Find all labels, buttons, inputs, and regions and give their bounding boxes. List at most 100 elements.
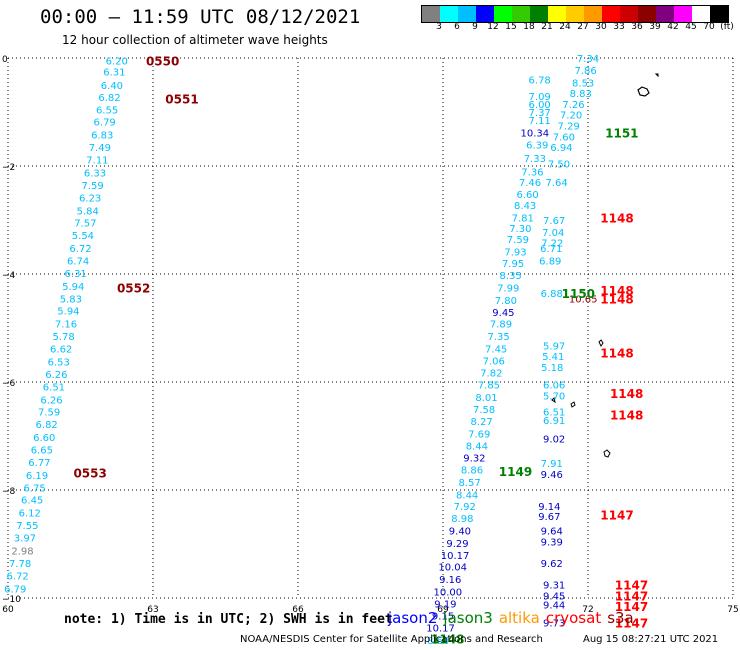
x-tick-label: 63 [147, 605, 158, 615]
color-scale-bar [421, 5, 729, 23]
wave-height-value: 7.99 [497, 284, 519, 295]
legend-entry-altika: altika [498, 609, 540, 627]
color-scale-label: 27 [577, 22, 589, 32]
color-swatch [440, 6, 458, 22]
x-tick-label: 72 [582, 605, 593, 615]
wave-height-value: 7.20 [560, 111, 582, 122]
pass-time-label: 1151 [605, 127, 638, 141]
pass-time-label: 1147 [615, 616, 648, 630]
color-scale-label: 42 [667, 22, 679, 32]
color-swatch [458, 6, 476, 22]
wave-height-value: 9.73 [543, 618, 565, 629]
wave-height-value: 7.95 [502, 259, 524, 270]
wave-height-value: 5.41 [542, 352, 564, 363]
wave-height-value: 7.59 [81, 181, 103, 192]
wave-height-value: 8.83 [570, 89, 592, 100]
wave-height-value: 6.55 [96, 105, 118, 116]
wave-height-value: 5.70 [543, 392, 565, 403]
wave-height-value: 9.62 [541, 559, 563, 570]
wave-height-value: 7.80 [495, 296, 517, 307]
island-shape [654, 73, 659, 78]
wave-height-value: 6.78 [529, 76, 551, 87]
color-scale-label: 30 [595, 22, 607, 32]
wave-height-value: 6.88 [541, 289, 563, 300]
pass-time-label: 0550 [146, 55, 179, 69]
wave-height-value: 6.23 [79, 193, 101, 204]
wave-height-value: 9.40 [449, 527, 471, 538]
color-scale-label: 33 [613, 22, 625, 32]
wave-height-value: 6.82 [36, 420, 58, 431]
y-tick-label: −6 [2, 379, 16, 389]
wave-height-value: 7.85 [478, 381, 500, 392]
island-shape [598, 339, 604, 347]
footer-timestamp: Aug 15 08:27:21 UTC 2021 [583, 634, 719, 645]
x-tick-label: 69 [437, 605, 449, 615]
color-swatch [710, 6, 728, 22]
color-swatch [422, 6, 440, 22]
wave-height-value: 7.36 [521, 167, 543, 178]
wave-height-value: 6.77 [28, 458, 50, 469]
wave-height-value: 7.06 [483, 356, 505, 367]
wave-height-value: 3.97 [14, 534, 36, 545]
wave-height-value: 6.00 [529, 100, 551, 111]
wave-height-value: 6.45 [21, 496, 43, 507]
wave-height-value: 7.67 [543, 216, 565, 227]
pass-time-label: 0553 [73, 467, 106, 481]
wave-height-value: 8.53 [572, 78, 594, 89]
pass-time-labels: 0550055105520553115111501149114811481148… [73, 55, 648, 647]
wave-height-value: 9.45 [492, 308, 514, 319]
wave-height-value: 5.94 [62, 282, 84, 293]
wave-height-value: 7.11 [86, 156, 108, 167]
wave-height-value: 7.59 [38, 408, 60, 419]
color-swatch [530, 6, 548, 22]
wave-height-value: 6.12 [19, 509, 41, 520]
wave-height-value: 6.79 [94, 118, 116, 129]
wave-height-value: 6.94 [550, 143, 572, 154]
wave-height-value: 7.33 [524, 154, 546, 165]
wave-height-value: 7.04 [542, 228, 564, 239]
wave-height-value: 8.27 [471, 417, 493, 428]
color-scale-label: 12 [487, 22, 499, 32]
y-tick-label: −10 [2, 595, 21, 605]
color-scale-label: 3 [436, 22, 442, 32]
wave-height-value: 7.81 [512, 213, 534, 224]
wave-height-value: 8.01 [475, 393, 497, 404]
wave-height-value: 6.71 [540, 244, 562, 255]
satellite-legend: jason2 jason3 altika cryosat s3a [388, 609, 640, 627]
pass-time-label: 1148 [600, 211, 633, 225]
wave-height-value: 9.16 [439, 575, 461, 586]
wave-height-value: 7.29 [558, 122, 580, 133]
wave-height-value: 9.14 [538, 502, 560, 513]
y-tick-label: −8 [2, 487, 16, 497]
wave-height-value: 9.45 [543, 591, 565, 602]
wave-height-value: 6.26 [45, 370, 67, 381]
color-swatch [602, 6, 620, 22]
wave-height-value: 8.35 [500, 271, 522, 282]
wave-height-value: 6.89 [539, 257, 561, 268]
wave-height-value: 7.92 [454, 502, 476, 513]
wave-height-value: 5.18 [541, 363, 563, 374]
color-scale-label: 15 [505, 22, 517, 32]
wave-height-value: 7.57 [74, 219, 96, 230]
wave-height-value: 7.60 [553, 132, 575, 143]
legend-entry-s3a: s3a [607, 609, 634, 627]
wave-height-value: 6.74 [67, 257, 89, 268]
wave-height-value: 8.57 [458, 478, 480, 489]
wave-height-value: 7.45 [485, 345, 507, 356]
color-swatch [494, 6, 512, 22]
wave-height-value: 6.83 [91, 131, 113, 142]
wave-height-value: 7.86 [574, 66, 596, 77]
island-shape [551, 397, 556, 404]
pass-time-label: 1148 [431, 633, 464, 647]
wave-height-value: 8.98 [451, 514, 473, 525]
x-tick-label: 60 [2, 605, 14, 615]
wave-height-value: 7.37 [529, 108, 551, 119]
color-swatch [584, 6, 602, 22]
wave-height-value: 8.86 [461, 465, 483, 476]
color-scale-label: 24 [559, 22, 571, 32]
pass-time-label: 1149 [499, 465, 532, 479]
wave-height-value: 5.83 [60, 294, 82, 305]
color-swatch [638, 6, 656, 22]
wave-height-value: 7.91 [541, 459, 563, 470]
